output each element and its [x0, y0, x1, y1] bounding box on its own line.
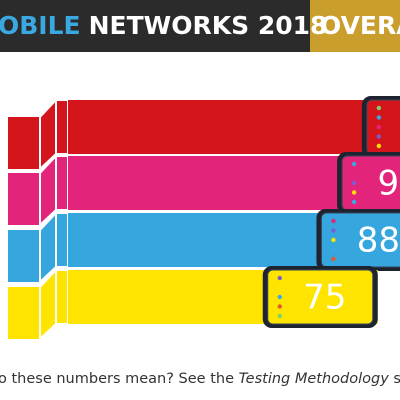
phone-dot: [351, 161, 357, 167]
value-label: 93: [377, 164, 400, 204]
stub-rim: [55, 269, 69, 325]
phone-screen: [366, 99, 400, 155]
phone-dot: [376, 134, 382, 139]
stub-front: [8, 117, 40, 169]
phone-dot: [277, 313, 282, 319]
phone-dot: [277, 275, 282, 281]
footer-text: o these numbers mean? See the: [0, 371, 239, 387]
stub-rim: [55, 155, 69, 211]
footer-link: Testing Methodology: [239, 371, 390, 387]
phone-dot: [351, 190, 357, 195]
stub-front: [8, 173, 40, 225]
phone-dot: [351, 199, 357, 205]
phone-screen: [267, 269, 374, 325]
stub-rim: [55, 99, 69, 155]
title: OBILE NETWORKS 2018: [0, 11, 327, 40]
stub-front: [8, 230, 40, 282]
phone-dot: [376, 105, 382, 111]
phone-dot: [331, 256, 336, 262]
phone-dot: [331, 228, 336, 233]
stub-rim: [55, 212, 69, 268]
phone-dot: [331, 218, 336, 224]
title-part: OBILE: [0, 11, 81, 40]
value-label: 88: [357, 221, 400, 261]
footer: o these numbers mean? See the Testing Me…: [0, 371, 400, 387]
value-label: 75: [303, 278, 346, 318]
phone-dot: [277, 294, 282, 300]
phone-dot: [277, 304, 282, 309]
bars: 99938875: [8, 96, 400, 342]
phone-dot: [376, 143, 382, 149]
phone-screen: [320, 212, 400, 268]
phone-dot: [376, 115, 382, 120]
bar: [68, 100, 400, 154]
header-tab: [310, 0, 400, 52]
phone-dot: [331, 237, 336, 243]
phone-dot: [351, 180, 357, 186]
stub-front: [8, 287, 40, 339]
phone-dot: [376, 124, 382, 130]
phone-dot: [331, 247, 336, 252]
phone-dot: [351, 171, 357, 176]
footer-text: s: [389, 371, 400, 387]
title-part: NETWORKS 2018: [89, 11, 328, 40]
phone-dot: [277, 285, 282, 290]
tab-label: OVERA: [320, 11, 400, 40]
